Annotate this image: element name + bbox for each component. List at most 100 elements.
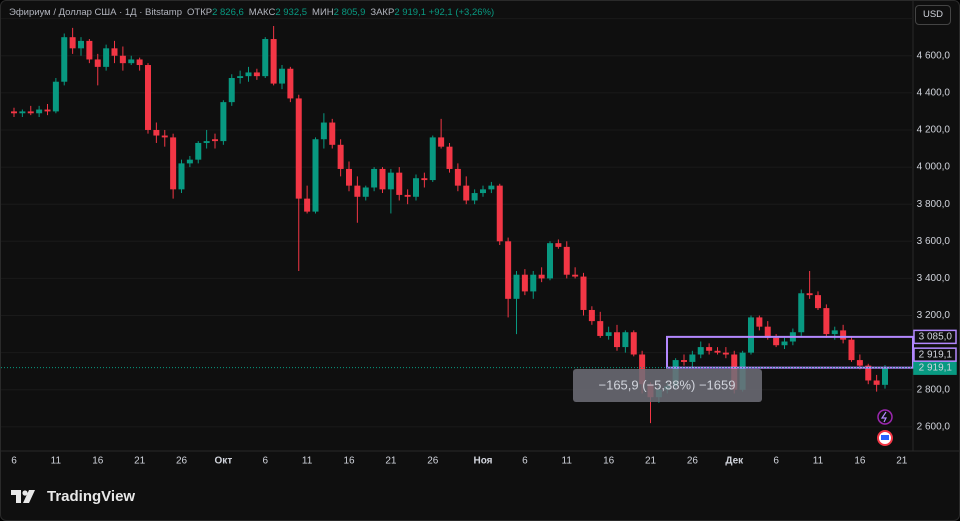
candle-body [69,37,76,49]
x-tick-label: 11 [562,456,573,467]
candle-body [253,72,260,77]
candle-body [145,65,151,130]
event-flag [881,435,889,440]
candle-body [865,365,872,381]
candle-body [279,68,285,84]
candle-body [714,350,721,353]
y-tick-label: 4 000,0 [917,162,951,173]
candle-body [538,274,545,279]
candle-body [161,135,168,138]
candle-body [195,142,202,160]
symbol-title: Эфириум / Доллар США · 1Д · Bitstamp [9,7,183,18]
candle-body [840,330,847,340]
ohlc-value: 2 805,9 [333,7,366,18]
candle-body [689,354,696,362]
candle-body [781,341,788,346]
x-tick-label: 21 [134,456,146,467]
currency-button[interactable]: USD [915,5,951,25]
candle-body [823,308,830,335]
measure-box [573,369,762,402]
candle-body [371,168,378,188]
candle-body [396,172,403,195]
y-tick-label: 3 800,0 [917,199,951,210]
candle-body [78,40,84,49]
candle-body [237,76,244,79]
price-label-box [913,347,957,362]
candle-body [521,274,528,292]
x-tick-label: 26 [176,456,188,467]
brand: TradingView [47,487,136,505]
candle-body [563,246,570,275]
x-tick-label: Ноя [473,456,492,467]
candle-body [329,122,336,145]
x-tick-label: 6 [11,456,17,467]
candle-body [530,274,537,292]
candle-body [722,352,729,355]
candle-body [228,78,235,103]
candle-body [136,59,143,66]
candle-body [346,168,352,186]
candle-body [706,347,713,351]
candle-body [11,111,17,114]
price-label-box [913,329,957,345]
y-tick-label: 4 200,0 [917,125,951,136]
candle-body [354,185,361,197]
candle-body [438,137,445,147]
x-tick-label: 16 [603,456,615,467]
price-label: 2 919,1 [919,362,953,373]
ohlc-value: 2 826,6 [212,7,244,18]
candle-body [61,37,68,82]
candle-body [304,198,311,212]
candle-body [588,309,595,322]
x-tick-label: 6 [262,456,268,467]
candle-body [697,347,704,355]
x-tick-label: 16 [92,456,104,467]
x-tick-label: 11 [813,456,824,467]
change-value: +92,1 (+3,26%) [428,7,495,18]
candle-body [312,139,319,212]
candle-body [413,178,419,197]
x-tick-label: 16 [854,456,866,467]
y-tick-label: 3 400,0 [917,273,951,284]
candle-body [831,330,838,335]
x-tick-label: Окт [215,456,233,467]
ohlc-key: МАКС [248,7,276,18]
candle-body [463,185,470,201]
candle-body [186,159,193,164]
ohlc-key: МИН [312,7,334,18]
candle-body [27,111,34,114]
alert-bolt [880,411,887,423]
candle-body [580,276,587,310]
candle-body [178,163,185,190]
x-tick-label: 21 [896,456,908,467]
candle-body [597,321,604,336]
alert-icon[interactable] [877,409,893,425]
x-tick-label: 11 [302,456,313,467]
price-label: 3 085,0 [919,332,953,343]
footer: TradingView [11,485,135,507]
candle-body [270,39,277,84]
measure-label: −165,9 (−5,38%) −1659 [599,377,736,392]
candle-body [614,332,620,348]
candle-body [480,189,486,194]
candle-body [94,59,101,67]
candle-body [454,168,461,186]
y-tick-label: 2 600,0 [917,422,951,433]
price-label: 2 919,1 [919,349,953,360]
candle-body [605,332,612,336]
candle-body [773,337,780,346]
y-tick-label: 2 800,0 [917,384,951,395]
candle-body [764,326,771,338]
logo-icon [11,490,35,503]
candle-body [547,243,553,279]
candle-body [429,137,436,181]
candle-body [798,293,805,333]
candle-body [681,360,687,362]
candle-body [404,194,411,197]
candle-body [555,243,562,247]
candle-body [19,111,26,114]
candle-body [572,274,579,277]
candle-body [873,380,880,385]
x-tick-label: 6 [522,456,528,467]
